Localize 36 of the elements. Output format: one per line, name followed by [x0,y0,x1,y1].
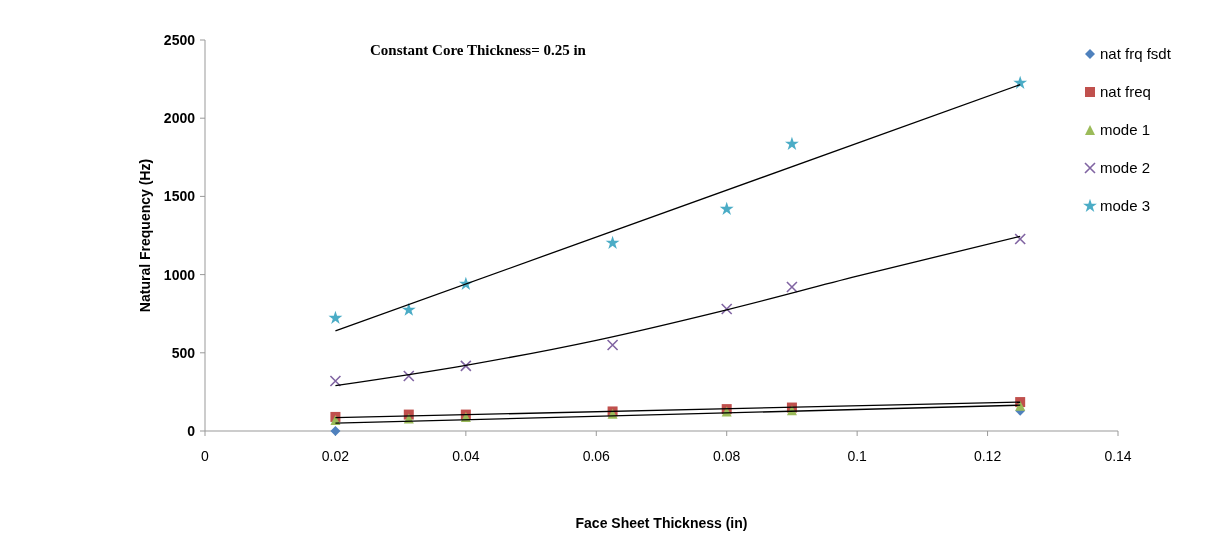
point [329,375,342,387]
x-tick-label: 0.08 [713,448,741,464]
y-tick-label: 0 [187,422,196,439]
y-tick-label: 1000 [163,266,196,283]
x-tick-label: 0.06 [582,448,611,464]
line-series [334,235,1021,387]
legend-label: mode 1 [1100,121,1151,139]
x-tick-label: 0 [201,448,210,464]
point [460,360,472,372]
point [719,201,734,215]
point [328,310,343,324]
point [402,370,415,382]
point [330,426,341,436]
y-axis-title: Natural Frequency (Hz) [137,158,153,313]
x-tick-label: 0.02 [321,448,350,464]
x-tick-label: 0.12 [973,448,1002,464]
chart-title: Constant Core Thickness= 0.25 in [370,42,587,58]
legend-label: mode 2 [1100,159,1151,177]
point [786,281,798,293]
point [1014,233,1026,245]
x-tick-label: 0.1 [847,448,868,464]
point [605,235,620,249]
y-tick-label: 2500 [163,31,196,48]
point [606,339,619,351]
legend-label: mode 3 [1100,197,1151,215]
point [401,302,416,316]
x-tick-label: 0.04 [452,448,480,464]
legend-label: nat frq fsdt [1100,45,1172,63]
point [720,303,733,315]
y-tick-label: 1500 [163,188,196,205]
x-tick-label: 0.14 [1104,448,1132,464]
y-tick-label: 2000 [163,110,196,127]
x-axis-title: Face Sheet Thickness (in) [575,515,748,531]
point [784,136,799,150]
legend-label: nat freq [1100,83,1151,101]
y-tick-label: 500 [171,344,196,361]
